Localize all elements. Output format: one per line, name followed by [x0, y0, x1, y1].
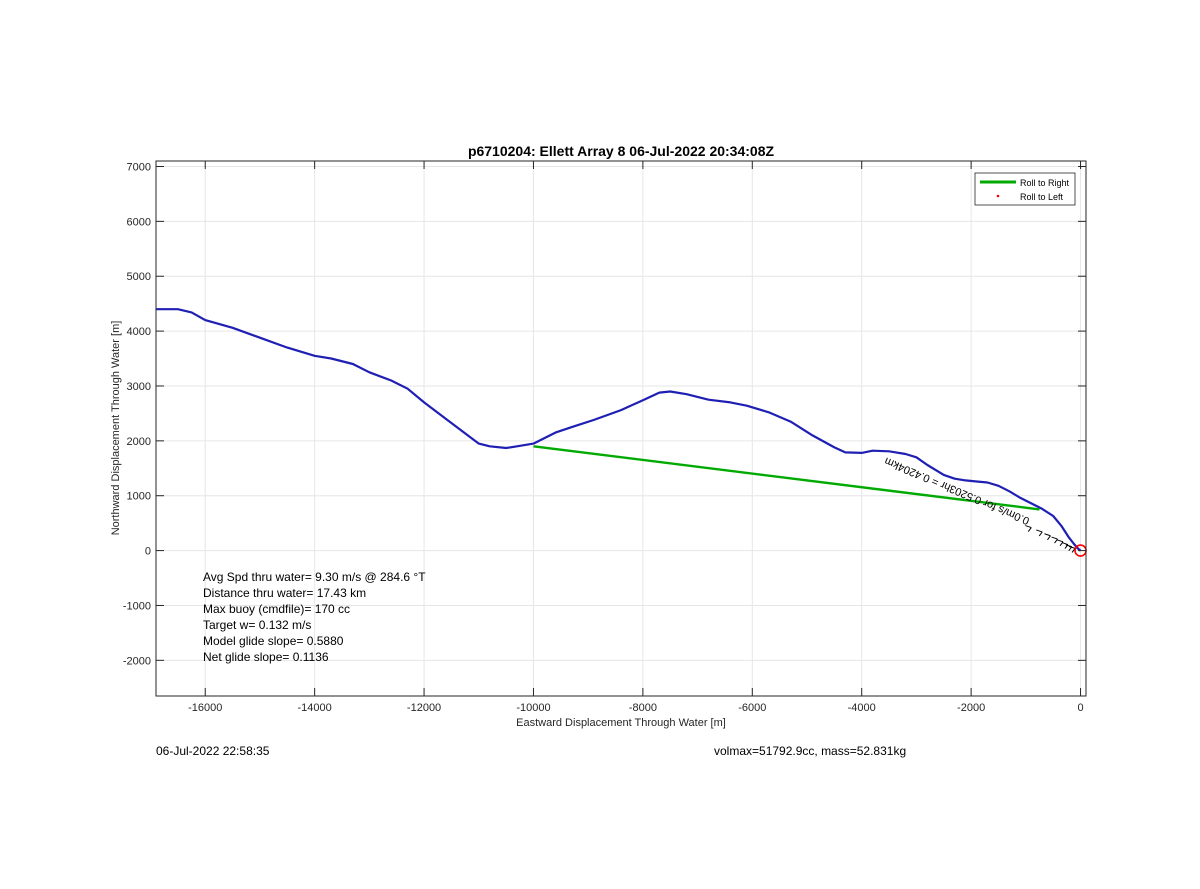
- velocity-arrow: [1036, 529, 1043, 537]
- grid: [156, 161, 1086, 696]
- legend-label-roll-left: Roll to Left: [1020, 192, 1064, 202]
- legend-label-roll-right: Roll to Right: [1020, 178, 1070, 188]
- velocity-arrow: [1025, 525, 1032, 532]
- legend: Roll to Right Roll to Left: [974, 172, 1076, 206]
- x-tick-label: -12000: [407, 702, 441, 714]
- y-tick-label: 0: [145, 546, 151, 558]
- velocity-arrow: [1044, 533, 1051, 541]
- legend-box: [974, 172, 1076, 206]
- x-axis-label: Eastward Displacement Through Water [m]: [516, 717, 726, 729]
- legend-marker-roll-left: [996, 194, 1000, 198]
- y-tick-label: 3000: [127, 381, 151, 393]
- y-tick-label: 4000: [127, 326, 151, 338]
- x-tick-label: -6000: [738, 702, 766, 714]
- y-tick-label: 6000: [127, 216, 151, 228]
- chart-title: p6710204: Ellett Array 8 06-Jul-2022 20:…: [468, 143, 775, 159]
- axes-box: [155, 160, 1087, 697]
- x-tick-label: -8000: [629, 702, 657, 714]
- y-axis-label: Northward Displacement Through Water [m]: [110, 321, 122, 536]
- stats-line: Target w= 0.132 m/s: [203, 618, 311, 632]
- stats-line: Max buoy (cmdfile)= 170 cc: [203, 602, 350, 616]
- y-tick-label: -1000: [123, 600, 151, 612]
- stats-box: Avg Spd thru water= 9.30 m/s @ 284.6 °T D…: [203, 570, 426, 664]
- x-tick-label: -14000: [298, 702, 332, 714]
- y-tick-label: 5000: [127, 271, 151, 283]
- trajectory-line: [156, 308, 1082, 552]
- y-tick-label: 2000: [127, 436, 151, 448]
- footer-timestamp: 06-Jul-2022 22:58:35: [156, 744, 270, 758]
- y-tick-label: 7000: [127, 161, 151, 173]
- y-tick-label: -2000: [123, 655, 151, 667]
- x-tick-label: 0: [1077, 702, 1083, 714]
- stats-line: Net glide slope= 0.1136: [203, 650, 329, 664]
- footer-mass-info: volmax=51792.9cc, mass=52.831kg: [714, 744, 907, 758]
- x-tick-label: -2000: [957, 702, 985, 714]
- x-tick-label: -4000: [848, 702, 876, 714]
- stats-line: Model glide slope= 0.5880: [203, 634, 344, 648]
- y-tick-label: 1000: [127, 491, 151, 503]
- x-tick-label: -10000: [516, 702, 550, 714]
- roll-right-line: [533, 445, 1040, 511]
- x-tick-label: -16000: [188, 702, 222, 714]
- stats-line: Distance thru water= 17.43 km: [203, 586, 366, 600]
- ticks: -16000 -14000 -12000 -10000 -8000 -6000 -4000-…: [123, 161, 1086, 714]
- stats-line: Avg Spd thru water= 9.30 m/s @ 284.6 °T: [203, 570, 426, 584]
